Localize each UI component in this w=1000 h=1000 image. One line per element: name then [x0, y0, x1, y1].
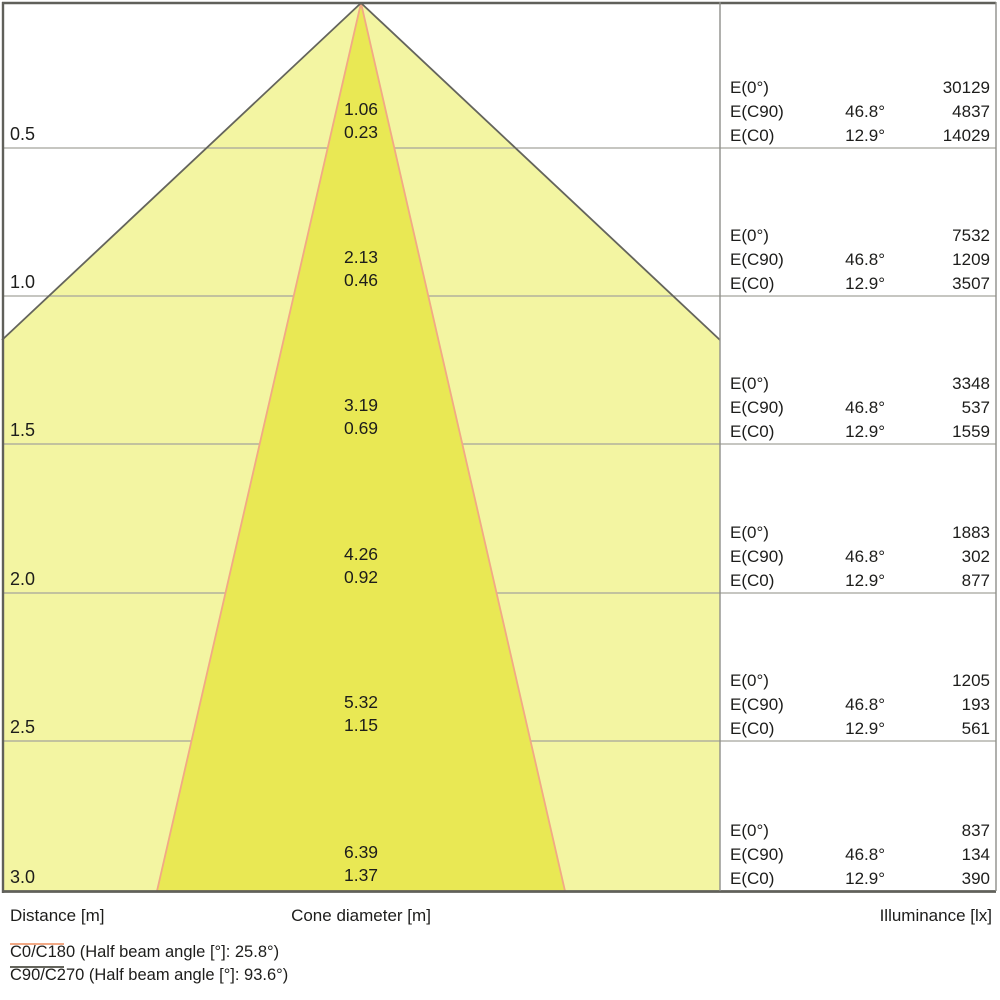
ec0-angle: 12.9° — [845, 571, 885, 590]
ec90-value: 537 — [961, 398, 990, 417]
e0-value: 1883 — [952, 523, 990, 542]
cone-diameter-c0-value: 1.37 — [343, 865, 379, 885]
ec0-value: 877 — [961, 571, 990, 590]
ec90-label: E(C90) — [730, 398, 784, 417]
e0-label: E(0°) — [730, 374, 769, 393]
e0-value: 7532 — [952, 226, 990, 245]
ec0-value: 3507 — [952, 274, 990, 293]
e0-angle — [835, 76, 885, 100]
cone-diameter-c90-value: 1.06 — [343, 99, 379, 119]
cone-diameter-axis-label: Cone diameter [m] — [291, 906, 431, 925]
distance-label: 2.5 — [10, 717, 36, 737]
ec90-value: 4837 — [952, 102, 990, 121]
ec90-value: 1209 — [952, 250, 990, 269]
cone-diameter-c0-value: 0.92 — [343, 567, 379, 587]
ec0-angle: 12.9° — [845, 274, 885, 293]
e0-label: E(0°) — [730, 226, 769, 245]
cone-diameter-values: 2.13 0.46 — [281, 246, 441, 292]
ec90-value: 193 — [961, 695, 990, 714]
ec0-angle: 12.9° — [845, 869, 885, 888]
e0-value: 837 — [961, 821, 990, 840]
ec90-angle: 46.8° — [845, 695, 885, 714]
distance-label: 0.5 — [10, 124, 36, 144]
ec90-angle: 46.8° — [845, 398, 885, 417]
e0-angle — [835, 819, 885, 843]
legend-item-c0-c180: C0/C180 (Half beam angle [°]: 25.8°) — [10, 941, 710, 963]
illuminance-block: E(0°) 30129 E(C90) 46.8° 4837 E(C0) 12.9° 140… — [730, 76, 990, 148]
cone-diameter-c90-value: 3.19 — [343, 395, 379, 415]
cone-diameter-c0-value: 1.15 — [343, 715, 379, 735]
cone-diameter-values: 4.26 0.92 — [281, 543, 441, 589]
ec0-label: E(C0) — [730, 422, 775, 441]
ec90-angle: 46.8° — [845, 547, 885, 566]
distance-label: 1.0 — [10, 272, 36, 292]
e0-value: 30129 — [942, 78, 990, 97]
cone-diameter-c90-value: 5.32 — [343, 692, 379, 712]
cone-diameter-c90-value: 6.39 — [343, 842, 379, 862]
ec90-label: E(C90) — [730, 845, 784, 864]
ec0-angle: 12.9° — [845, 422, 885, 441]
illuminance-block: E(0°) 837 E(C90) 46.8° 134 E(C0) 12.9° 390 — [730, 819, 990, 891]
ec90-angle: 46.8° — [845, 102, 885, 121]
c0-beam-lines — [156, 2, 566, 892]
cone-diameter-values: 3.19 0.69 — [281, 394, 441, 440]
ec0-value: 14029 — [942, 126, 990, 145]
cone-diameter-values: 1.06 0.23 — [281, 98, 441, 144]
cone-diameter-c90-value: 2.13 — [343, 247, 379, 267]
ec0-label: E(C0) — [730, 869, 775, 888]
ec0-label: E(C0) — [730, 571, 775, 590]
e0-angle — [835, 521, 885, 545]
e0-value: 1205 — [952, 671, 990, 690]
distance-label: 1.5 — [10, 420, 36, 440]
e0-label: E(0°) — [730, 821, 769, 840]
legend-label: C90/C270 (Half beam angle [°]: 93.6°) — [10, 966, 289, 984]
legend-item-c90-c270: C90/C270 (Half beam angle [°]: 93.6°) — [10, 964, 710, 986]
e0-angle — [835, 669, 885, 693]
ec90-value: 302 — [961, 547, 990, 566]
c90-beam-lines — [1, 2, 721, 341]
ec0-value: 1559 — [952, 422, 990, 441]
e0-label: E(0°) — [730, 671, 769, 690]
ec0-angle: 12.9° — [845, 126, 885, 145]
cone-diameter-values: 6.39 1.37 — [281, 841, 441, 887]
e0-angle — [835, 372, 885, 396]
ec0-value: 561 — [961, 719, 990, 738]
ec0-angle: 12.9° — [845, 719, 885, 738]
illuminance-block: E(0°) 1205 E(C90) 46.8° 193 E(C0) 12.9° 561 — [730, 669, 990, 741]
e0-label: E(0°) — [730, 523, 769, 542]
e0-label: E(0°) — [730, 78, 769, 97]
e0-angle — [835, 224, 885, 248]
inner-cone-area — [157, 3, 565, 891]
ec90-value: 134 — [961, 845, 990, 864]
cone-diameter-c90-value: 4.26 — [343, 544, 379, 564]
c0-line-swatch — [10, 943, 64, 945]
ec0-value: 390 — [961, 869, 990, 888]
illuminance-block: E(0°) 1883 E(C90) 46.8° 302 E(C0) 12.9° 877 — [730, 521, 990, 593]
distance-axis-label: Distance [m] — [10, 906, 105, 925]
ec90-label: E(C90) — [730, 102, 784, 121]
ec0-label: E(C0) — [730, 274, 775, 293]
cone-diameter-values: 5.32 1.15 — [281, 691, 441, 737]
cone-diameter-c0-value: 0.46 — [343, 270, 379, 290]
ec0-label: E(C0) — [730, 126, 775, 145]
illuminance-axis-label: Illuminance [lx] — [879, 906, 992, 925]
illuminance-block: E(0°) 7532 E(C90) 46.8° 1209 E(C0) 12.9° 3507 — [730, 224, 990, 296]
ec90-label: E(C90) — [730, 695, 784, 714]
distance-label: 2.0 — [10, 569, 36, 589]
cone-diameter-c0-value: 0.69 — [343, 418, 379, 438]
ec90-label: E(C90) — [730, 250, 784, 269]
e0-value: 3348 — [952, 374, 990, 393]
distance-label: 3.0 — [10, 867, 36, 887]
legend-label: C0/C180 (Half beam angle [°]: 25.8°) — [10, 943, 280, 961]
illuminance-block: E(0°) 3348 E(C90) 46.8° 537 E(C0) 12.9° 1559 — [730, 372, 990, 444]
cone-diameter-c0-value: 0.23 — [343, 122, 379, 142]
ec90-angle: 46.8° — [845, 250, 885, 269]
chart-frame — [1, 1, 997, 893]
ec0-label: E(C0) — [730, 719, 775, 738]
ec90-label: E(C90) — [730, 547, 784, 566]
c90-line-swatch — [10, 966, 64, 968]
ec90-angle: 46.8° — [845, 845, 885, 864]
